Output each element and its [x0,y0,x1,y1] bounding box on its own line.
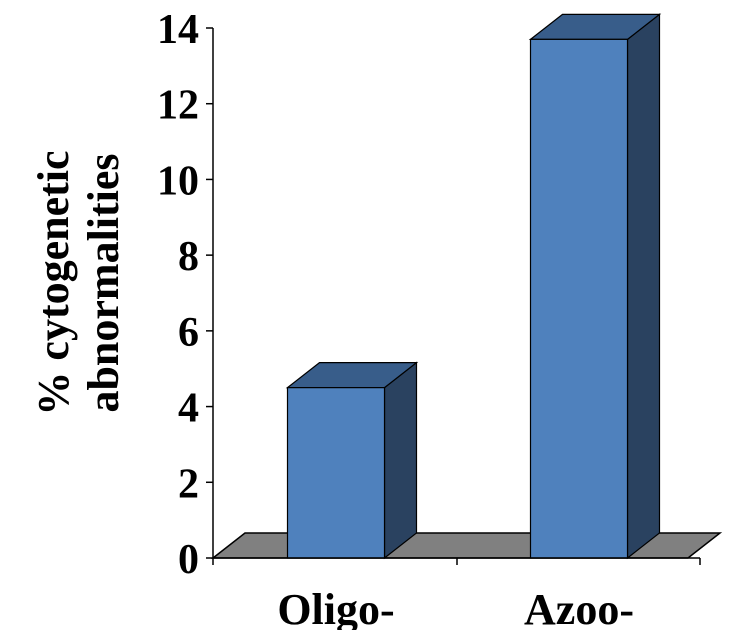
y-tick-label: 12 [157,83,199,129]
y-axis-title-line-2: abnormalities [79,153,128,412]
bar-1 [285,361,419,560]
y-tick-label: 10 [157,158,199,204]
x-category-label: Oligo- [277,585,394,630]
y-tick-label: 2 [178,461,199,507]
bar-front-face [286,387,386,559]
bar-2 [528,13,662,560]
y-tick-label: 8 [178,234,199,280]
y-axis [206,27,214,559]
bars-layer [285,13,662,560]
x-axis [212,557,701,565]
y-tick-label: 6 [178,310,199,356]
y-axis-title-line-1: % cytogenetic [29,150,78,415]
y-tick-label: 4 [178,386,199,432]
y-tick-label: 0 [178,537,199,583]
y-tick-label: 14 [157,7,199,53]
bar-side-face [626,13,661,560]
y-axis-title: % cytogenetic abnormalities [29,150,128,415]
bar-side-face [383,361,418,560]
bar-front-face [529,38,629,559]
x-category-label: Azoo- [524,585,634,630]
y-tick-labels: 0 2 4 6 8 10 12 14 [157,7,199,583]
x-category-labels: Oligo- Azoo- [277,585,634,630]
